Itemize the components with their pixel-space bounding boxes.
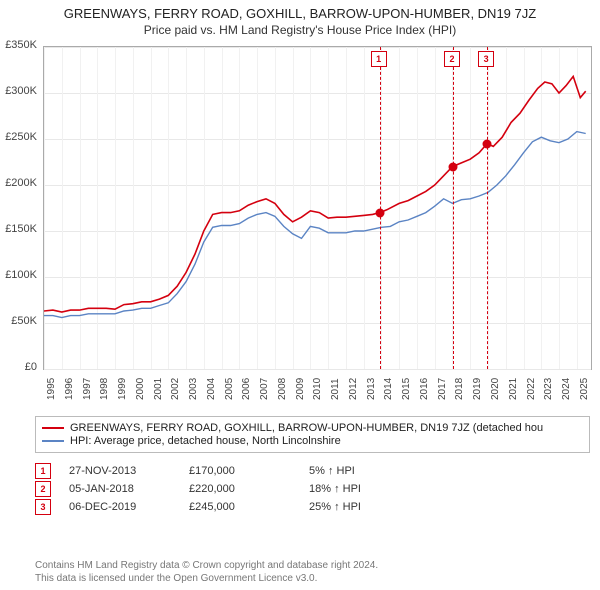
xtick-label: 2001 — [153, 378, 164, 400]
xtick-label: 2017 — [437, 378, 448, 400]
event-point — [375, 208, 384, 217]
xtick-label: 2016 — [419, 378, 430, 400]
chart-title: GREENWAYS, FERRY ROAD, GOXHILL, BARROW-U… — [0, 0, 600, 21]
row-marker: 1 — [35, 463, 51, 479]
xtick-label: 2007 — [259, 378, 270, 400]
xtick-label: 2020 — [490, 378, 501, 400]
xtick-label: 1997 — [82, 378, 93, 400]
legend-swatch — [42, 440, 64, 442]
xtick-label: 2012 — [348, 378, 359, 400]
gridline — [44, 369, 591, 370]
row-date: 27-NOV-2013 — [69, 465, 189, 477]
footer-line-1: Contains HM Land Registry data © Crown c… — [35, 560, 590, 573]
row-price: £170,000 — [189, 465, 309, 477]
ytick-label: £100K — [0, 269, 37, 281]
xtick-label: 2022 — [526, 378, 537, 400]
xtick-label: 2024 — [561, 378, 572, 400]
xtick-label: 2006 — [241, 378, 252, 400]
xtick-label: 2003 — [188, 378, 199, 400]
xtick-label: 1998 — [99, 378, 110, 400]
legend-swatch — [42, 427, 64, 429]
xtick-label: 2011 — [330, 378, 341, 400]
xtick-label: 2008 — [277, 378, 288, 400]
table-row: 2 05-JAN-2018£220,00018% ↑ HPI — [35, 480, 590, 498]
xtick-label: 2018 — [454, 378, 465, 400]
xtick-label: 2002 — [170, 378, 181, 400]
series-line — [44, 132, 586, 318]
xtick-label: 1995 — [46, 378, 57, 400]
row-marker: 3 — [35, 499, 51, 515]
xtick-label: 2004 — [206, 378, 217, 400]
xtick-label: 2021 — [508, 378, 519, 400]
ytick-label: £50K — [0, 315, 37, 327]
row-diff: 25% ↑ HPI — [309, 501, 429, 513]
xtick-label: 2010 — [312, 378, 323, 400]
xtick-label: 2023 — [543, 378, 554, 400]
event-marker: 3 — [478, 51, 494, 67]
table-row: 1 27-NOV-2013£170,0005% ↑ HPI — [35, 462, 590, 480]
ytick-label: £150K — [0, 223, 37, 235]
xtick-label: 2014 — [383, 378, 394, 400]
ytick-label: £350K — [0, 39, 37, 51]
legend-item: GREENWAYS, FERRY ROAD, GOXHILL, BARROW-U… — [42, 422, 583, 434]
footer-attribution: Contains HM Land Registry data © Crown c… — [35, 560, 590, 585]
legend: GREENWAYS, FERRY ROAD, GOXHILL, BARROW-U… — [35, 416, 590, 453]
row-marker: 2 — [35, 481, 51, 497]
event-point — [449, 162, 458, 171]
ytick-label: £250K — [0, 131, 37, 143]
xtick-label: 2005 — [224, 378, 235, 400]
xtick-label: 2009 — [295, 378, 306, 400]
ytick-label: £200K — [0, 177, 37, 189]
row-date: 06-DEC-2019 — [69, 501, 189, 513]
footer-line-2: This data is licensed under the Open Gov… — [35, 573, 590, 586]
row-price: £245,000 — [189, 501, 309, 513]
table-row: 3 06-DEC-2019£245,00025% ↑ HPI — [35, 498, 590, 516]
xtick-label: 2025 — [579, 378, 590, 400]
event-line — [453, 47, 454, 369]
events-table: 1 27-NOV-2013£170,0005% ↑ HPI 2 05-JAN-2018… — [35, 462, 590, 516]
legend-item: HPI: Average price, detached house, Nort… — [42, 435, 583, 447]
event-marker: 2 — [444, 51, 460, 67]
chart-subtitle: Price paid vs. HM Land Registry's House … — [0, 23, 600, 37]
series-line — [44, 76, 586, 312]
row-diff: 18% ↑ HPI — [309, 483, 429, 495]
chart-svg — [44, 47, 591, 369]
ytick-label: £300K — [0, 85, 37, 97]
xtick-label: 1996 — [64, 378, 75, 400]
xtick-label: 2019 — [472, 378, 483, 400]
row-date: 05-JAN-2018 — [69, 483, 189, 495]
event-line — [487, 47, 488, 369]
event-point — [483, 139, 492, 148]
row-price: £220,000 — [189, 483, 309, 495]
xtick-label: 2000 — [135, 378, 146, 400]
event-marker: 1 — [371, 51, 387, 67]
ytick-label: £0 — [0, 361, 37, 373]
xtick-label: 2015 — [401, 378, 412, 400]
plot-area — [43, 46, 592, 370]
legend-label: HPI: Average price, detached house, Nort… — [70, 435, 341, 447]
row-diff: 5% ↑ HPI — [309, 465, 429, 477]
xtick-label: 1999 — [117, 378, 128, 400]
xtick-label: 2013 — [366, 378, 377, 400]
legend-label: GREENWAYS, FERRY ROAD, GOXHILL, BARROW-U… — [70, 422, 543, 434]
